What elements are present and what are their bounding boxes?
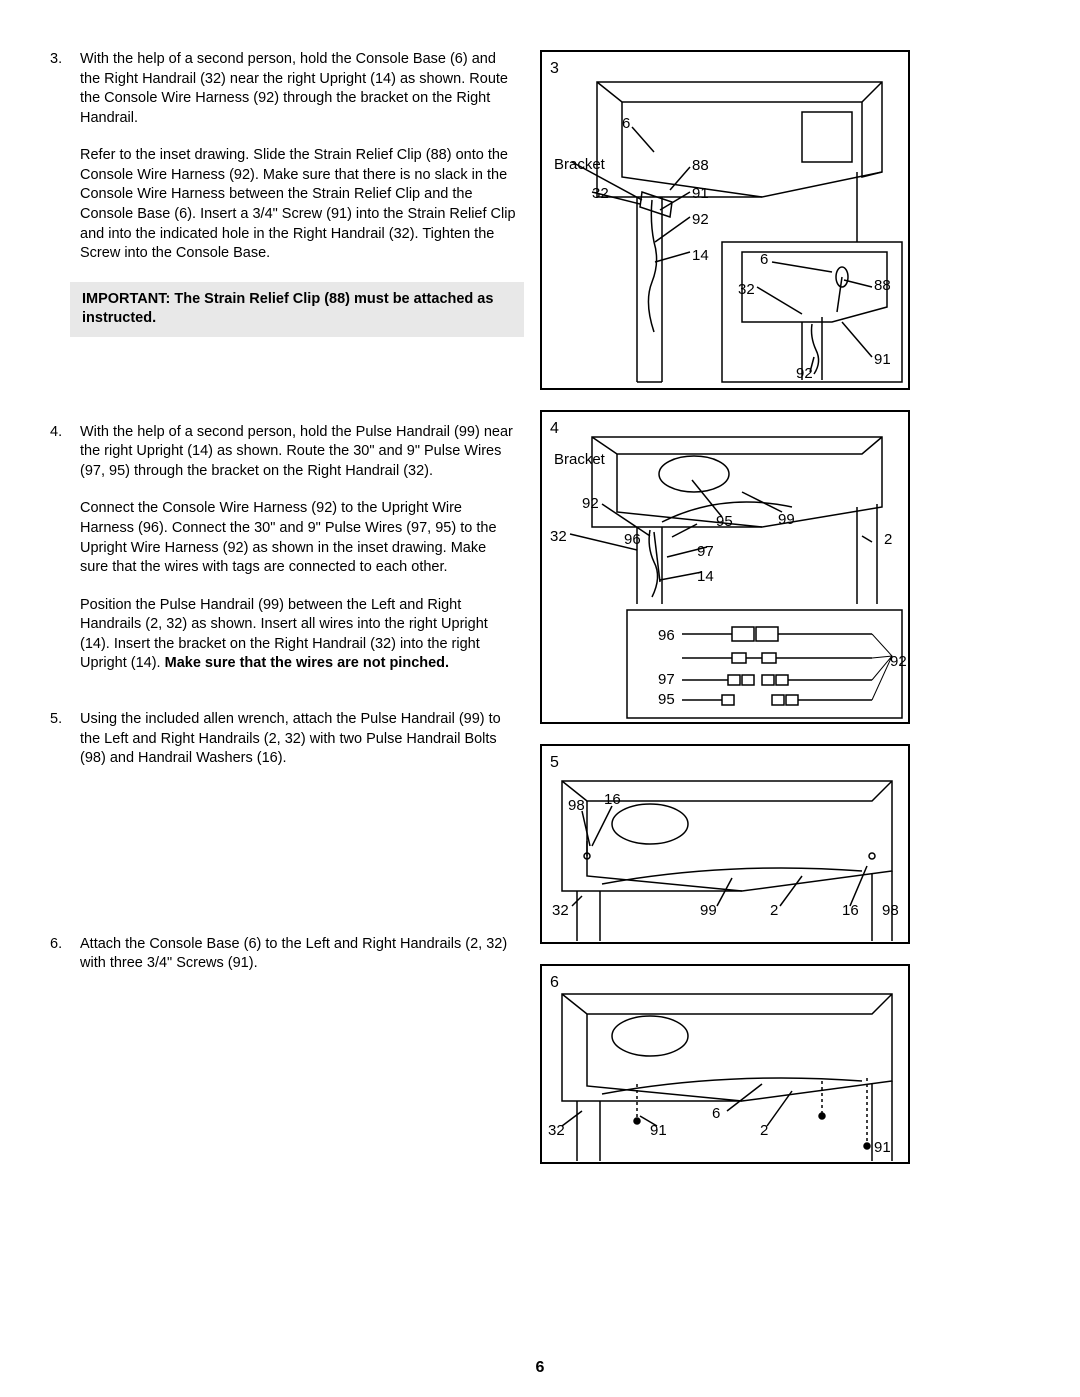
- step-4-para-2: Connect the Console Wire Harness (92) to…: [80, 499, 518, 577]
- figure-4-label-2: 2: [884, 530, 892, 550]
- figure-3-diagram: [542, 52, 912, 392]
- instructions-column: 3. With the help of a second person, hol…: [40, 50, 530, 1164]
- figure-3-label-bracket: Bracket: [554, 155, 605, 175]
- figure-4-label-32: 32: [550, 527, 567, 547]
- step-5-para-1: Using the included allen wrench, attach …: [80, 710, 518, 769]
- step-4-number: 4.: [50, 423, 62, 443]
- figure-4-label-96: 96: [624, 530, 641, 550]
- figures-column: 3: [540, 50, 910, 1164]
- figure-3-label-6: 6: [622, 114, 630, 134]
- figure-3-label-32: 32: [592, 184, 609, 204]
- step-4-para-1: With the help of a second person, hold t…: [80, 423, 518, 482]
- figure-6-diagram: [542, 966, 912, 1166]
- figure-3-inset-91: 91: [874, 350, 891, 370]
- figure-6-label-91a: 91: [650, 1121, 667, 1141]
- figure-6-label-32: 32: [548, 1121, 565, 1141]
- figure-5-label-32: 32: [552, 901, 569, 921]
- figure-5: 5: [540, 744, 910, 944]
- figure-4-label-14: 14: [697, 567, 714, 587]
- figure-5-label-99: 99: [700, 901, 717, 921]
- page-number: 6: [536, 1357, 545, 1379]
- figure-6-label-2: 2: [760, 1121, 768, 1141]
- important-note: IMPORTANT: The Strain Relief Clip (88) m…: [70, 282, 524, 337]
- step-3: 3. With the help of a second person, hol…: [80, 50, 518, 337]
- figure-4-inset-95: 95: [658, 690, 675, 710]
- figure-4-label-bracket: Bracket: [554, 450, 605, 470]
- figure-4: 4: [540, 410, 910, 724]
- figure-6-label-6: 6: [712, 1104, 720, 1124]
- figure-4-label-92: 92: [582, 494, 599, 514]
- step-5: 5. Using the included allen wrench, atta…: [80, 710, 518, 769]
- figure-5-label-98a: 98: [568, 796, 585, 816]
- figure-3-inset-6: 6: [760, 250, 768, 270]
- figure-5-label-16a: 16: [604, 790, 621, 810]
- figure-6: 6: [540, 964, 910, 1164]
- figure-5-label-2: 2: [770, 901, 778, 921]
- figure-3-inset-92: 92: [796, 364, 813, 384]
- figure-5-label-16b: 16: [842, 901, 859, 921]
- figure-6-number: 6: [550, 972, 559, 994]
- step-3-number: 3.: [50, 50, 62, 70]
- step-6-number: 6.: [50, 935, 62, 955]
- figure-6-label-91b: 91: [874, 1138, 891, 1158]
- figure-4-inset-92: 92: [890, 652, 907, 672]
- figure-4-label-95: 95: [716, 512, 733, 532]
- step-3-para-1: With the help of a second person, hold t…: [80, 50, 518, 128]
- step-4: 4. With the help of a second person, hol…: [80, 423, 518, 674]
- figure-4-number: 4: [550, 418, 559, 440]
- figure-5-label-98b: 98: [882, 901, 899, 921]
- figure-3-inset-88: 88: [874, 276, 891, 296]
- figure-3-label-88: 88: [692, 156, 709, 176]
- figure-3-label-91: 91: [692, 184, 709, 204]
- figure-4-inset-97: 97: [658, 670, 675, 690]
- step-3-para-2: Refer to the inset drawing. Slide the St…: [80, 146, 518, 263]
- step-6: 6. Attach the Console Base (6) to the Le…: [80, 935, 518, 974]
- figure-3-label-92: 92: [692, 210, 709, 230]
- figure-4-inset-96: 96: [658, 626, 675, 646]
- figure-4-label-97: 97: [697, 542, 714, 562]
- step-6-para-1: Attach the Console Base (6) to the Left …: [80, 935, 518, 974]
- figure-4-label-99: 99: [778, 510, 795, 530]
- figure-3-label-14: 14: [692, 246, 709, 266]
- figure-3: 3: [540, 50, 910, 390]
- figure-3-inset-32: 32: [738, 280, 755, 300]
- figure-3-number: 3: [550, 58, 559, 80]
- figure-5-number: 5: [550, 752, 559, 774]
- step-5-number: 5.: [50, 710, 62, 730]
- step-4-para-3: Position the Pulse Handrail (99) between…: [80, 596, 518, 674]
